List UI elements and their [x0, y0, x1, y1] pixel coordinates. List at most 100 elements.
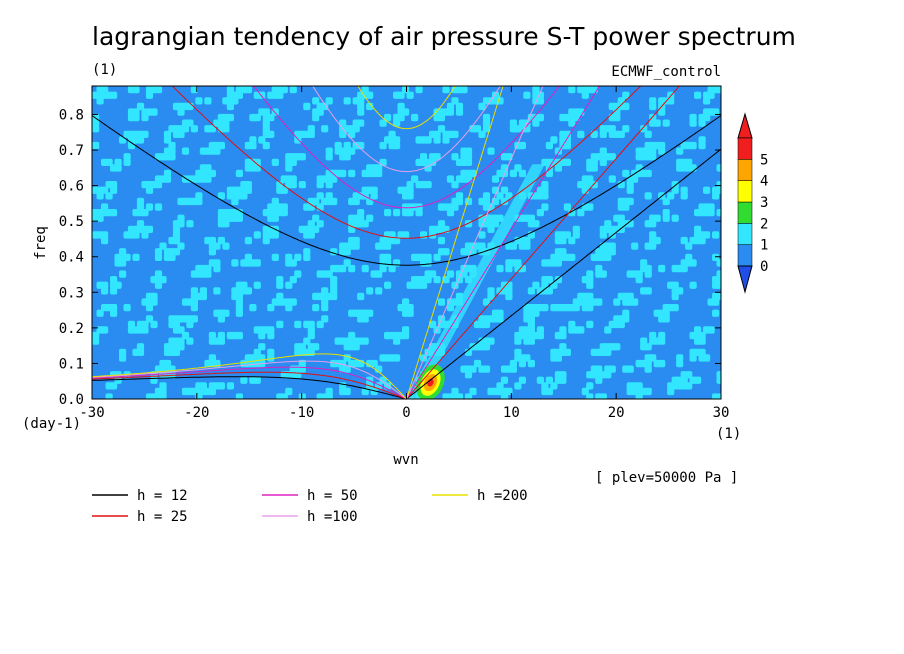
field-cell: [240, 192, 248, 200]
field-cell: [92, 331, 100, 340]
field-cell: [177, 108, 185, 116]
x-tick-label: 10: [503, 405, 520, 421]
field-cell: [321, 304, 329, 312]
field-cell: [640, 259, 648, 267]
field-cell: [500, 186, 509, 194]
field-cell: [716, 276, 721, 284]
field-cell: [550, 136, 558, 144]
field-cell: [689, 164, 697, 172]
field-cell: [141, 209, 149, 217]
field-cell: [397, 102, 405, 111]
field-cell: [123, 153, 131, 161]
y-axis-label: freq: [33, 226, 49, 260]
field-cell: [545, 141, 553, 150]
field-cell: [653, 236, 661, 245]
field-cell: [357, 108, 365, 116]
field-cell: [357, 97, 365, 105]
field-cell: [208, 387, 216, 396]
field-cell: [635, 382, 643, 390]
field-cell: [716, 281, 721, 289]
field-cell: [235, 298, 243, 306]
field-cell: [168, 253, 176, 261]
field-cell: [527, 214, 535, 222]
field-cell: [509, 365, 517, 373]
field-cell: [361, 387, 369, 396]
field-cell: [433, 136, 441, 144]
field-cell: [464, 175, 473, 183]
field-cell: [96, 214, 104, 222]
field-cell: [518, 376, 526, 384]
field-cell: [716, 292, 721, 301]
field-cell: [712, 192, 720, 200]
field-cell: [402, 86, 410, 94]
field-cell: [617, 320, 625, 329]
field-cell: [698, 141, 706, 150]
field-cell: [527, 359, 535, 368]
field-cell: [393, 119, 401, 127]
field-cell: [289, 158, 297, 166]
field-cell: [716, 209, 721, 217]
field-cell: [280, 393, 288, 399]
field-cell: [222, 119, 230, 127]
field-cell: [159, 387, 167, 396]
field-cell: [451, 181, 459, 189]
field-cell: [384, 253, 392, 261]
field-cell: [613, 113, 621, 122]
field-cell: [231, 97, 239, 105]
legend-label: h =200: [477, 488, 528, 504]
field-cell: [181, 147, 190, 155]
field-cell: [244, 186, 252, 194]
field-cell: [280, 203, 288, 211]
field-cell: [698, 348, 706, 356]
field-cell: [406, 186, 414, 194]
field-cell: [280, 86, 288, 94]
field-cell: [253, 376, 261, 384]
y-tick-label: 0.6: [59, 179, 84, 195]
field-cell: [177, 130, 185, 138]
y-tick-label: 0.1: [59, 356, 84, 372]
field-cell: [348, 147, 356, 155]
field-cell: [204, 164, 212, 172]
field-cell: [451, 387, 459, 396]
field-cell: [424, 136, 432, 144]
field-cell: [644, 387, 652, 396]
field-cell: [150, 298, 158, 306]
field-cell: [671, 186, 679, 194]
field-cell: [110, 304, 118, 312]
field-cell: [253, 348, 261, 356]
field-cell: [393, 236, 401, 245]
field-cell: [554, 259, 562, 267]
field-cell: [235, 214, 243, 222]
field-cell: [330, 287, 338, 295]
field-cell: [604, 371, 612, 379]
field-cell: [101, 287, 109, 295]
field-cell: [604, 253, 612, 261]
legend-label: h = 12: [137, 488, 188, 504]
field-cell: [626, 181, 634, 189]
field-cell: [119, 136, 127, 144]
field-cell: [325, 270, 333, 278]
field-cell: [110, 287, 118, 295]
field-cell: [110, 276, 118, 284]
field-cell: [527, 287, 535, 295]
field-cell: [348, 130, 356, 138]
field-cell: [505, 292, 513, 301]
field-cell: [289, 175, 297, 183]
dispersion-curve: [406, 86, 601, 399]
field-cell: [433, 276, 441, 284]
field-cell: [141, 320, 149, 329]
field-cell: [635, 393, 643, 399]
field-cell: [388, 264, 396, 273]
field-cell: [631, 298, 639, 306]
field-cell: [267, 348, 275, 356]
field-cell: [482, 343, 491, 351]
field-cell: [559, 371, 567, 379]
field-cell: [523, 91, 531, 99]
field-cell: [136, 343, 145, 351]
field-cell: [352, 343, 360, 351]
field-cell: [285, 281, 293, 289]
field-cell: [123, 158, 131, 166]
field-cell: [572, 225, 580, 233]
legend-label: h = 25: [137, 509, 188, 525]
x-tick-label: 0: [402, 405, 410, 421]
